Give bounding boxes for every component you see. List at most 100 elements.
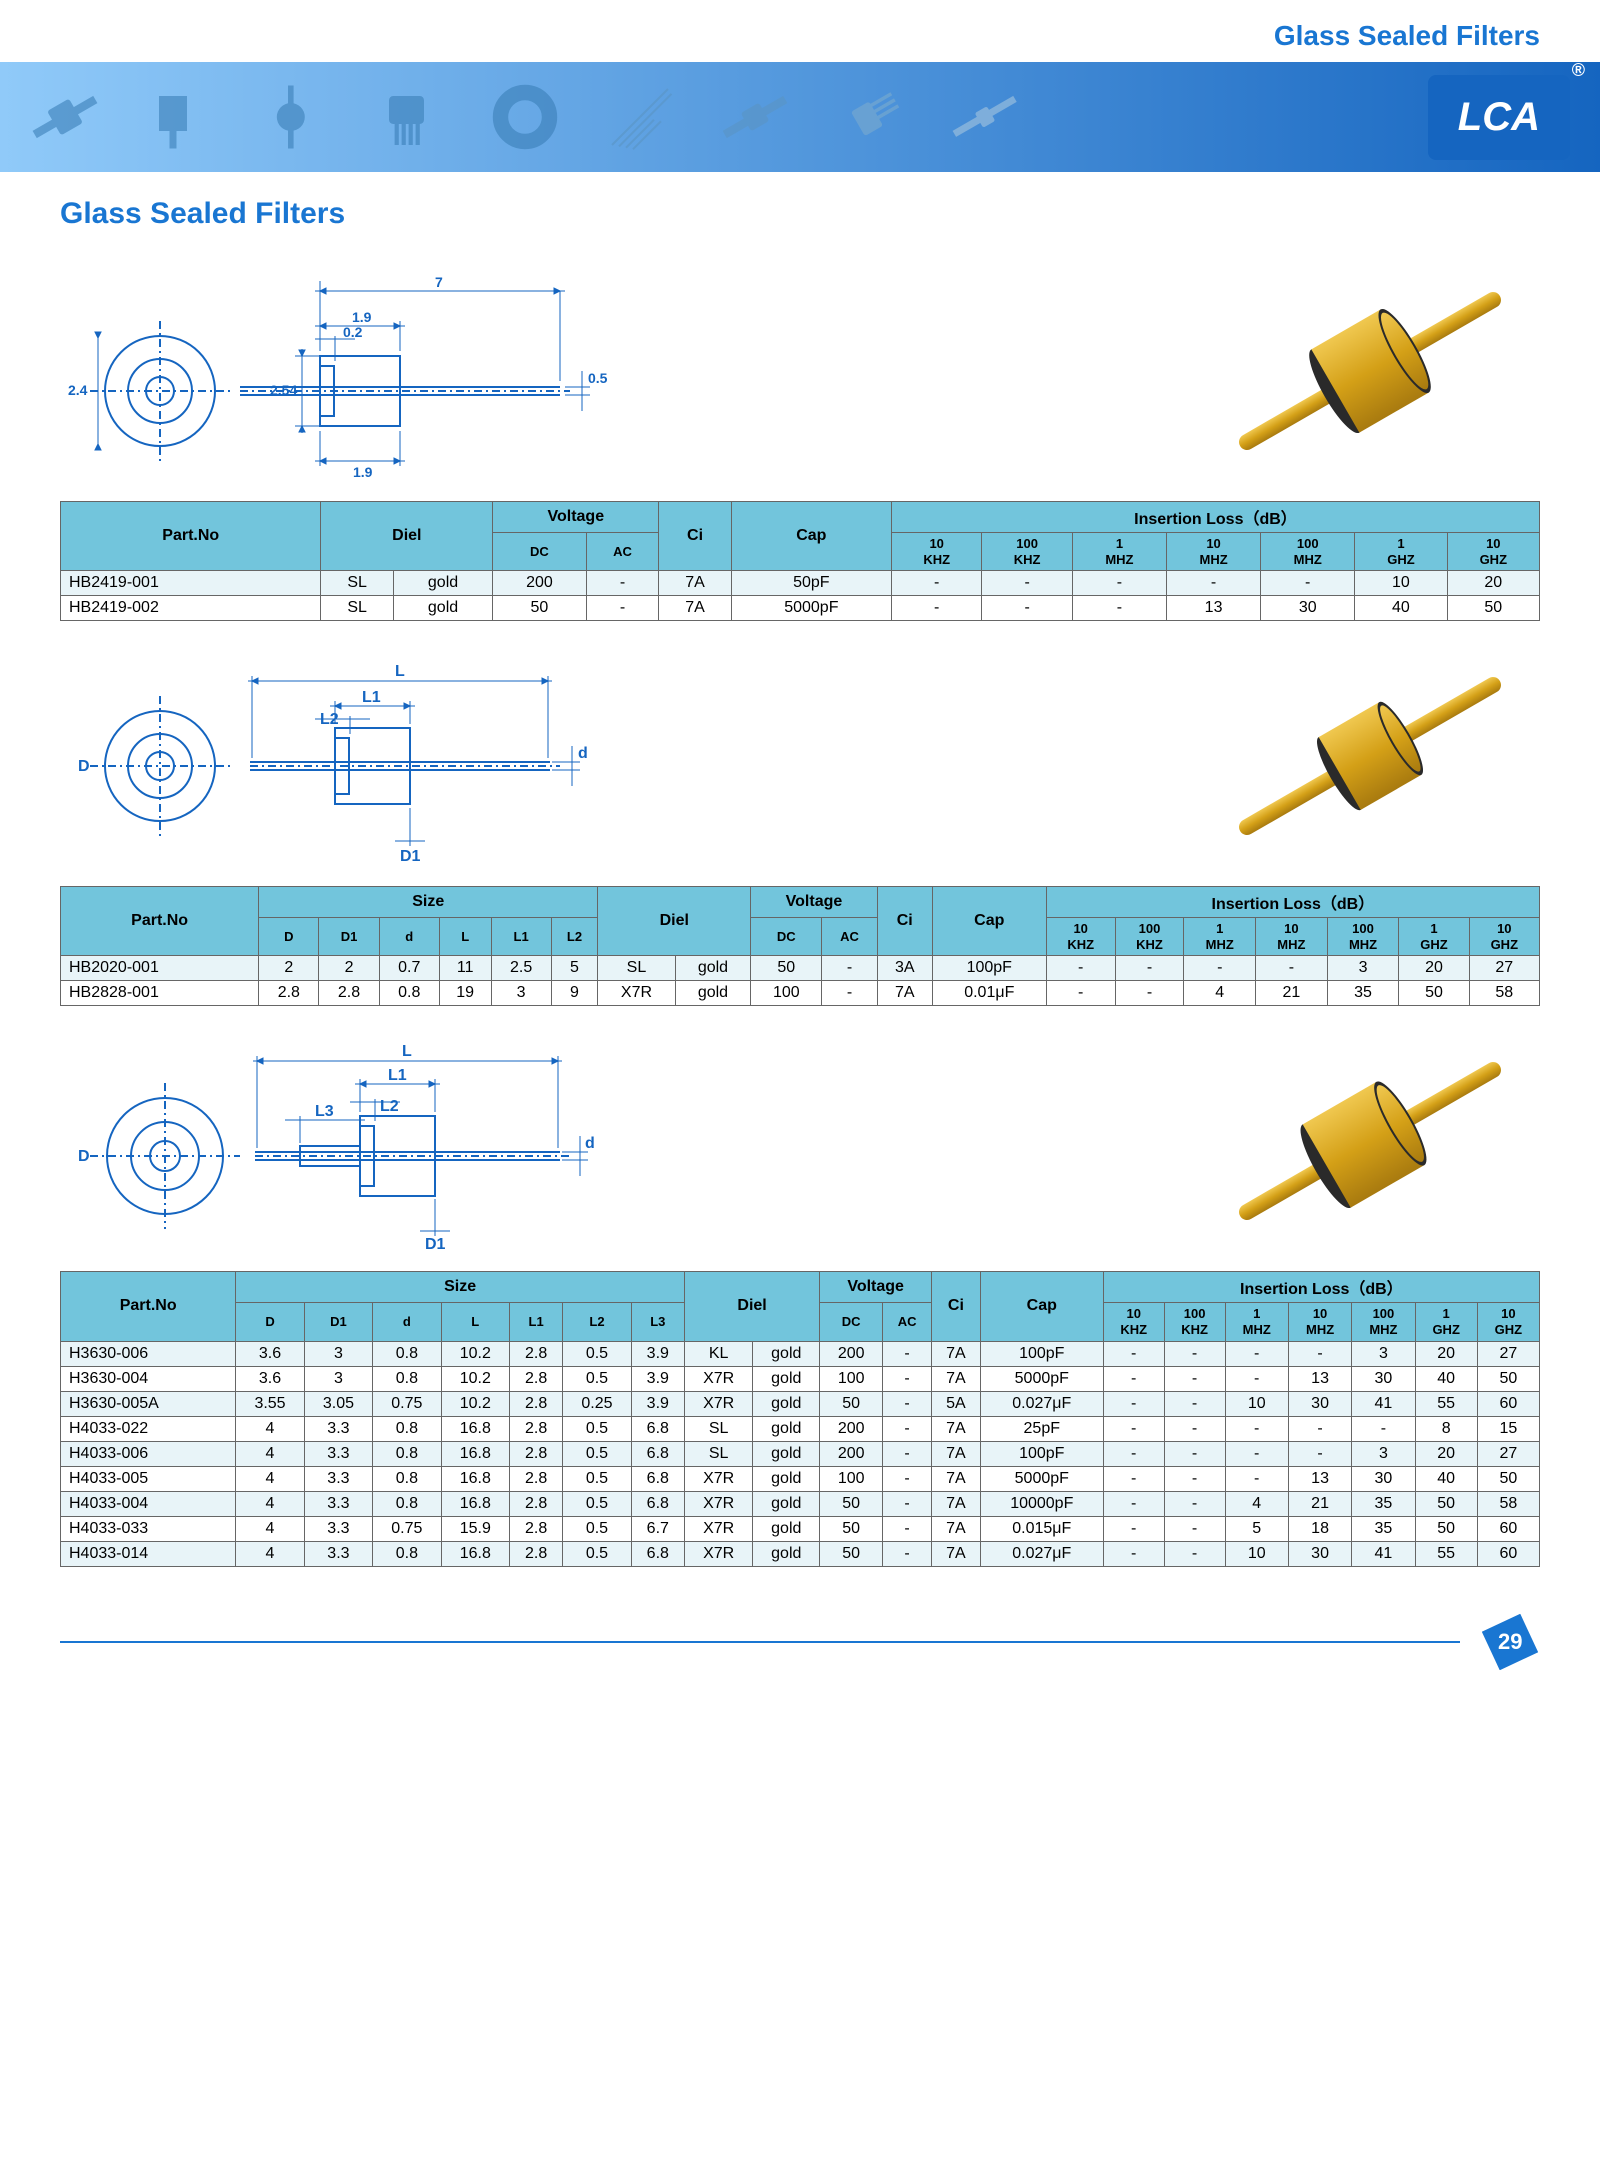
- tech-drawing-1: 7 1.9 0.2 2.54 0.5 2.4 1.9: [60, 261, 620, 481]
- tech-drawing-2: L L1 L2 d D D1: [60, 646, 620, 866]
- col-size: Size: [259, 887, 598, 918]
- table-cell: H4033-022: [61, 1416, 236, 1441]
- col-D1: D1: [319, 918, 379, 956]
- table-cell: -: [1164, 1441, 1225, 1466]
- table-cell: 3.6: [236, 1366, 304, 1391]
- table-cell: 50: [1415, 1516, 1477, 1541]
- table-cell: H4033-005: [61, 1466, 236, 1491]
- diagram-row-2: L L1 L2 d D D1: [60, 646, 1540, 866]
- table-cell: 3: [304, 1341, 372, 1366]
- table-cell: 2.8: [509, 1341, 562, 1366]
- col-L: L: [439, 918, 491, 956]
- table-cell: H4033-014: [61, 1541, 236, 1566]
- table-cell: gold: [753, 1541, 820, 1566]
- col-diel: Diel: [598, 887, 751, 956]
- table-cell: 0.8: [373, 1341, 441, 1366]
- table-cell: 10: [1225, 1541, 1288, 1566]
- table-cell: 35: [1352, 1516, 1415, 1541]
- table-cell: -: [1184, 956, 1256, 981]
- col-L3: L3: [631, 1303, 684, 1341]
- table-cell: 4: [1184, 981, 1256, 1006]
- table-cell: -: [1167, 571, 1261, 596]
- logo: LCA ®: [1428, 75, 1570, 160]
- table-cell: 18: [1288, 1516, 1351, 1541]
- table-cell: -: [1225, 1416, 1288, 1441]
- col-freq: 10MHZ: [1288, 1303, 1351, 1341]
- table-cell: -: [586, 571, 659, 596]
- table-cell: gold: [753, 1441, 820, 1466]
- table-cell: -: [1352, 1416, 1415, 1441]
- table-cell: 50pF: [731, 571, 891, 596]
- table-cell: -: [883, 1491, 932, 1516]
- table-cell: 16.8: [441, 1466, 509, 1491]
- col-freq: 10KHZ: [1103, 1303, 1164, 1341]
- dim-label: d: [585, 1135, 595, 1152]
- table-cell: 5: [551, 956, 598, 981]
- table-cell: 3.3: [304, 1416, 372, 1441]
- table-cell: 0.01μF: [932, 981, 1046, 1006]
- dim-label: 2.54: [270, 382, 297, 398]
- table-cell: X7R: [684, 1491, 752, 1516]
- table-cell: gold: [753, 1366, 820, 1391]
- table-cell: 7A: [932, 1516, 981, 1541]
- table-cell: -: [1164, 1516, 1225, 1541]
- col-freq: 10GHZ: [1469, 918, 1539, 956]
- col-ac: AC: [586, 533, 659, 571]
- table-cell: 200: [820, 1416, 883, 1441]
- dim-label: L2: [320, 711, 339, 728]
- col-freq: 1GHZ: [1415, 1303, 1477, 1341]
- col-partno: Part.No: [61, 502, 321, 571]
- table-cell: 100: [751, 981, 822, 1006]
- table-cell: 10: [1225, 1391, 1288, 1416]
- table-cell: KL: [684, 1341, 752, 1366]
- table-cell: gold: [675, 981, 751, 1006]
- table-cell: -: [1225, 1341, 1288, 1366]
- table-cell: 4: [236, 1416, 304, 1441]
- col-freq: 10KHZ: [1046, 918, 1115, 956]
- table-cell: 0.5: [563, 1416, 631, 1441]
- table-cell: -: [1046, 956, 1115, 981]
- table-cell: 40: [1355, 596, 1447, 621]
- col-freq: 1GHZ: [1355, 533, 1447, 571]
- table-cell: 11: [439, 956, 491, 981]
- table-cell: 55: [1415, 1391, 1477, 1416]
- table-cell: 5000pF: [980, 1466, 1103, 1491]
- table-cell: 3: [1352, 1441, 1415, 1466]
- table-cell: X7R: [684, 1366, 752, 1391]
- table-cell: 2.8: [319, 981, 379, 1006]
- table-cell: 100pF: [932, 956, 1046, 981]
- section-title: Glass Sealed Filters: [0, 172, 1600, 241]
- col-diel: Diel: [684, 1272, 819, 1341]
- table-cell: 58: [1477, 1491, 1539, 1516]
- filter-render-2: [1200, 646, 1540, 866]
- dim-label: L2: [380, 1098, 399, 1115]
- dim-label: 0.2: [343, 324, 363, 340]
- table-cell: 25pF: [980, 1416, 1103, 1441]
- col-freq: 10MHZ: [1256, 918, 1328, 956]
- table-cell: 30: [1352, 1366, 1415, 1391]
- table-cell: -: [1288, 1341, 1351, 1366]
- table-cell: 30: [1352, 1466, 1415, 1491]
- table-cell: 3.3: [304, 1516, 372, 1541]
- table-cell: 6.8: [631, 1416, 684, 1441]
- col-freq: 100KHZ: [1115, 918, 1184, 956]
- table-cell: 55: [1415, 1541, 1477, 1566]
- table-cell: gold: [753, 1491, 820, 1516]
- filter-silhouette-icon: [950, 82, 1020, 152]
- table-cell: H3630-005A: [61, 1391, 236, 1416]
- table-cell: 100: [820, 1466, 883, 1491]
- table-cell: 35: [1327, 981, 1399, 1006]
- table-cell: 6.8: [631, 1541, 684, 1566]
- table-cell: 30: [1288, 1391, 1351, 1416]
- col-voltage: Voltage: [493, 502, 659, 533]
- table-cell: 2.8: [259, 981, 319, 1006]
- table-cell: -: [1256, 956, 1328, 981]
- dim-label: d: [578, 745, 588, 762]
- table-cell: 7A: [932, 1441, 981, 1466]
- table-cell: gold: [753, 1516, 820, 1541]
- table-cell: 2: [259, 956, 319, 981]
- table-cell: 0.8: [373, 1541, 441, 1566]
- table-cell: 3.05: [304, 1391, 372, 1416]
- table-cell: -: [1164, 1466, 1225, 1491]
- table-cell: -: [1103, 1341, 1164, 1366]
